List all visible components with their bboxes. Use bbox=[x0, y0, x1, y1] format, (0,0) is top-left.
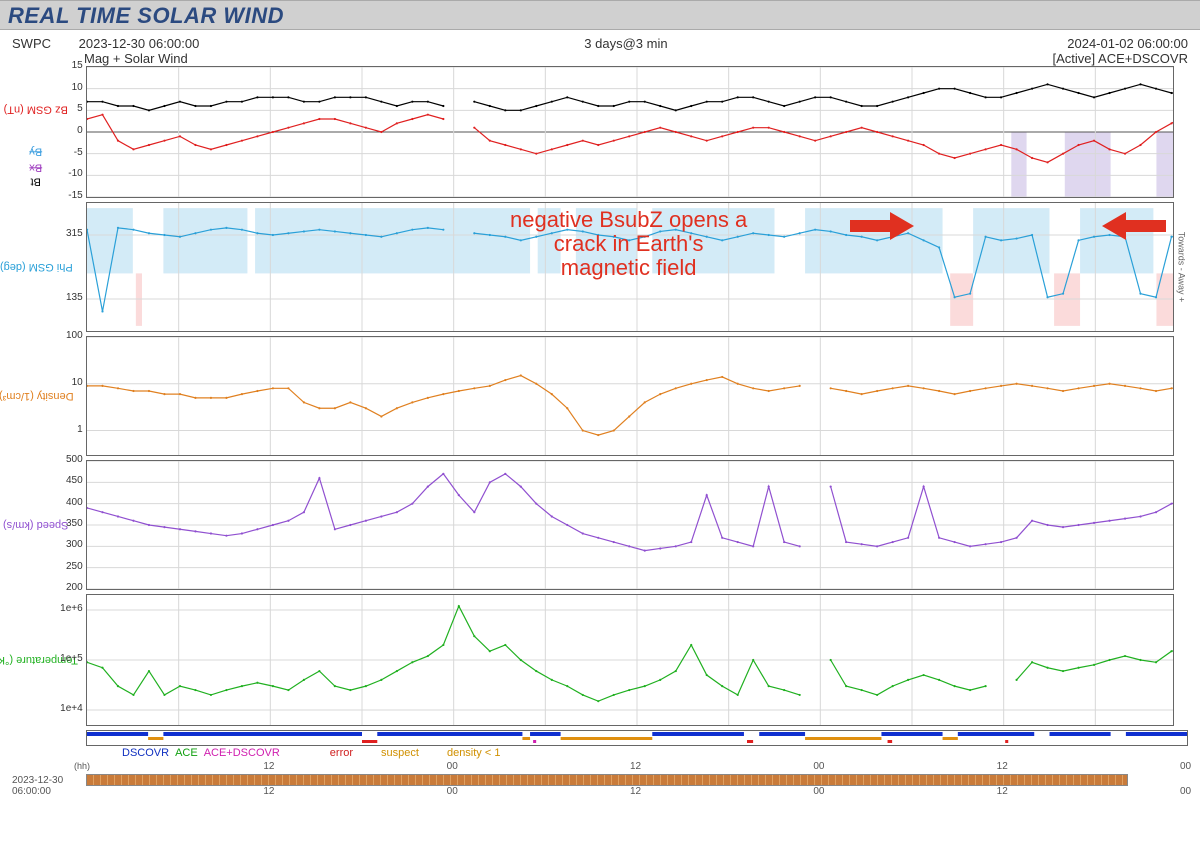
panel-mag: Bt Bx By Bz GSM (nT)-15-10-5051015 bbox=[12, 66, 1188, 198]
chart-mag bbox=[86, 66, 1174, 198]
ylabel-speed-0: Speed (km/s) bbox=[3, 519, 68, 531]
title-bar: REAL TIME SOLAR WIND bbox=[0, 0, 1200, 30]
panel-speed: Speed (km/s)200250300350400450500 bbox=[12, 460, 1188, 590]
plot-region: Bt Bx By Bz GSM (nT)-15-10-5051015Phi GS… bbox=[0, 66, 1200, 797]
range-label: 3 days@3 min bbox=[584, 36, 667, 51]
subtitle-left: Mag + Solar Wind bbox=[84, 51, 188, 66]
legend-density-1: density < 1 bbox=[447, 747, 501, 759]
ylabel-mag-0: Bt bbox=[31, 176, 41, 188]
panel-temp: Temperature (°K)1e+41e+51e+6 bbox=[12, 594, 1188, 726]
chart-phi bbox=[86, 202, 1174, 332]
legend-error: error bbox=[330, 747, 353, 759]
ylabel-mag-2: By bbox=[30, 145, 43, 157]
start-time: 2023-12-30 06:00:00 bbox=[79, 36, 200, 51]
source-legend: DSCOVR ACE ACE+DSCOVR error suspect density <… bbox=[12, 746, 1188, 759]
panel-phi: Phi GSM (deg)135315Towards - Away + bbox=[12, 202, 1188, 332]
scrub-bar[interactable] bbox=[86, 774, 1128, 786]
subtitle-right: [Active] ACE+DSCOVR bbox=[1053, 51, 1188, 66]
chart-temp bbox=[86, 594, 1174, 726]
ylabel-mag-1: Bx bbox=[30, 161, 43, 173]
status-strip bbox=[12, 730, 1188, 746]
header-row: SWPC 2023-12-30 06:00:00 Mag + Solar Win… bbox=[0, 30, 1200, 66]
time-axis: (hh)120012001200 bbox=[12, 759, 1188, 773]
page-title: REAL TIME SOLAR WIND bbox=[8, 3, 1192, 29]
end-time: 2024-01-02 06:00:00 bbox=[1067, 36, 1188, 51]
legend-ace: ACE bbox=[175, 747, 198, 759]
footer-start: 2023-12-3006:00:00 bbox=[12, 775, 63, 797]
chart-speed bbox=[86, 460, 1174, 590]
legend-dscovr: DSCOVR bbox=[122, 747, 169, 759]
chart-density bbox=[86, 336, 1174, 456]
legend-suspect: suspect bbox=[381, 747, 419, 759]
legend-ace-dscovr: ACE+DSCOVR bbox=[204, 747, 280, 759]
source-label: SWPC bbox=[12, 36, 51, 51]
ylabel-mag-3: Bz GSM (nT) bbox=[4, 103, 68, 115]
ylabel-right-phi: Towards - Away + bbox=[1176, 232, 1186, 303]
panel-density: Density (1/cm³)110100 bbox=[12, 336, 1188, 456]
